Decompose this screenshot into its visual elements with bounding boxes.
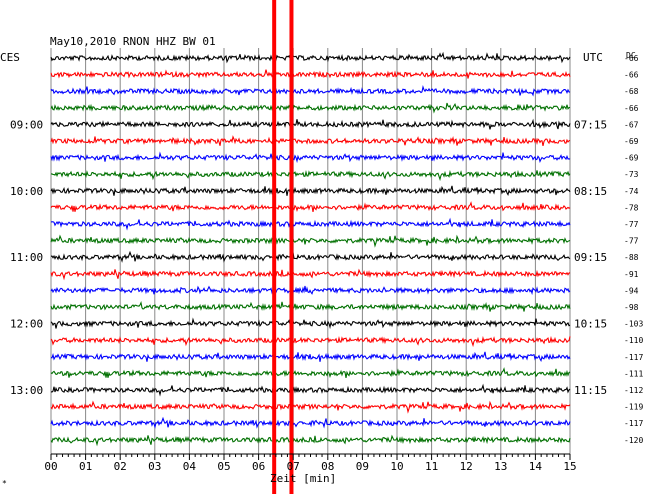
trace-line — [51, 169, 571, 182]
corner-mark: * — [2, 479, 7, 488]
dc-offset-label: -69 — [624, 137, 639, 146]
left-time-label: 13:00 — [10, 384, 43, 397]
trace-line — [50, 151, 571, 164]
trace-line — [50, 69, 571, 79]
dc-offset-label: -103 — [624, 320, 643, 329]
x-tick-label: 07 — [287, 460, 300, 473]
trace-line — [50, 201, 571, 212]
left-time-label: 12:00 — [10, 318, 43, 331]
dc-offset-label: -94 — [624, 286, 639, 295]
dc-offset-label: -66 — [624, 71, 639, 80]
x-tick-label: 15 — [563, 460, 576, 473]
right-time-label: 07:15 — [574, 118, 607, 131]
dc-offset-label: -68 — [624, 87, 639, 96]
trace-line — [50, 367, 571, 378]
trace-line — [50, 250, 571, 263]
x-tick-label: 00 — [44, 460, 57, 473]
dc-offset-label: -74 — [624, 187, 639, 196]
dc-offset-label: -77 — [624, 237, 639, 246]
x-tick-label: 12 — [460, 460, 473, 473]
dc-offset-label: -117 — [624, 353, 643, 362]
trace-line — [50, 351, 571, 363]
x-tick-label: 05 — [217, 460, 230, 473]
dc-offset-label: -91 — [624, 270, 639, 279]
x-axis-label: Zeit [min] — [270, 472, 336, 485]
left-time-label: 10:00 — [10, 185, 43, 198]
dc-header: DC — [626, 51, 636, 60]
left-timezone-label: CES — [0, 51, 20, 64]
x-tick-label: 13 — [494, 460, 507, 473]
trace-line — [50, 217, 571, 231]
trace-line — [50, 118, 571, 130]
x-tick-label: 08 — [321, 460, 334, 473]
trace-line — [50, 383, 571, 397]
minute-grid — [50, 48, 571, 454]
dc-offset-labels: -66 -66 -68 -66 -67 -69 -69 -73 -74 -78 -77 -77 -88 -… — [624, 54, 643, 445]
dc-offset-label: -98 — [624, 303, 639, 312]
trace-line — [50, 301, 571, 312]
dc-offset-label: -78 — [624, 203, 639, 212]
x-tick-label: 02 — [114, 460, 127, 473]
dc-offset-label: -67 — [624, 120, 639, 129]
x-axis: 00 01 02 03 04 05 06 07 08 09 10 11 12 13 14 15 — [44, 453, 577, 473]
right-timezone-label: UTC — [583, 51, 603, 64]
right-time-label: 10:15 — [574, 318, 607, 331]
right-time-labels: 07:15 08:15 09:15 10:15 11:15 — [574, 118, 607, 397]
trace-line — [50, 234, 571, 248]
left-time-label: 09:00 — [10, 118, 43, 131]
event-markers — [272, 0, 294, 494]
left-time-label: 11:00 — [10, 251, 43, 264]
dc-offset-label: -111 — [624, 369, 643, 378]
x-tick-label: 10 — [390, 460, 403, 473]
x-tick-label: 06 — [252, 460, 265, 473]
trace-line — [50, 434, 571, 447]
trace-line — [50, 416, 571, 429]
trace-line — [50, 84, 571, 97]
x-tick-label: 11 — [425, 460, 438, 473]
left-time-labels: 09:00 10:00 11:00 12:00 13:00 — [10, 118, 43, 397]
x-tick-label: 01 — [79, 460, 92, 473]
dc-offset-label: -66 — [624, 54, 639, 63]
trace-line — [50, 400, 571, 414]
trace-line — [50, 185, 571, 197]
dc-offset-label: -69 — [624, 154, 639, 163]
right-time-label: 08:15 — [574, 185, 607, 198]
trace-line — [50, 285, 571, 296]
dc-offset-label: -88 — [624, 253, 639, 262]
trace-line — [50, 317, 571, 330]
x-tick-label: 03 — [148, 460, 161, 473]
chart-title: May10,2010 RNON HHZ BW 01 — [50, 35, 216, 48]
dc-offset-label: -112 — [624, 386, 643, 395]
dc-offset-label: -73 — [624, 170, 639, 179]
trace-line — [50, 335, 571, 348]
x-tick-label: 04 — [183, 460, 197, 473]
dc-offset-label: -119 — [624, 403, 643, 412]
trace-line — [50, 51, 571, 64]
trace-line — [50, 135, 571, 147]
trace-line — [50, 102, 571, 114]
dc-offset-label: -66 — [624, 104, 639, 113]
dc-offset-label: -117 — [624, 419, 643, 428]
right-time-label: 09:15 — [574, 251, 607, 264]
x-tick-label: 09 — [356, 460, 369, 473]
trace-line — [50, 268, 571, 281]
dc-offset-label: -110 — [624, 336, 643, 345]
dc-offset-label: -120 — [624, 436, 643, 445]
right-time-label: 11:15 — [574, 384, 607, 397]
x-tick-label: 14 — [529, 460, 543, 473]
dc-offset-label: -77 — [624, 220, 639, 229]
seismic-traces — [50, 51, 571, 447]
